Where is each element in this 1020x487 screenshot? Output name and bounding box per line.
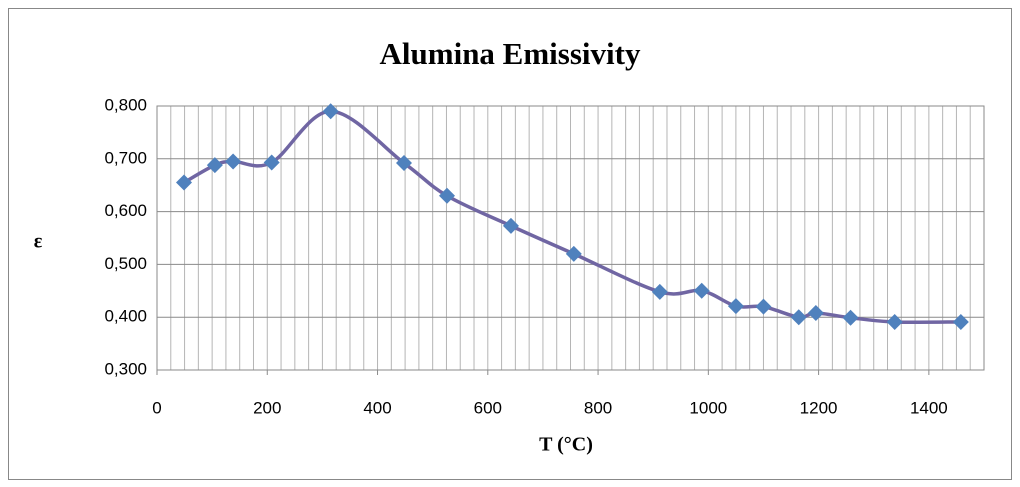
x-tick-label: 400: [363, 398, 391, 417]
marker: [439, 187, 456, 204]
marker: [206, 157, 223, 174]
x-tick-label: 1200: [800, 398, 838, 417]
marker: [651, 283, 668, 300]
x-tick-label: 1000: [689, 398, 727, 417]
marker: [755, 298, 772, 315]
marker: [693, 282, 710, 299]
y-tick-label: 0,500: [104, 254, 147, 273]
marker: [502, 217, 519, 234]
marker: [842, 309, 859, 326]
x-tick-label: 800: [584, 398, 612, 417]
marker: [886, 313, 903, 330]
y-axis-label: ε: [34, 231, 43, 253]
marker: [176, 174, 193, 191]
marker: [565, 245, 582, 262]
x-axis-label: T (°C): [539, 434, 593, 456]
marker: [395, 155, 412, 172]
x-tick-label: 0: [152, 398, 161, 417]
marker: [322, 103, 339, 120]
y-tick-label: 0,300: [104, 359, 147, 378]
y-tick-label: 0,400: [104, 307, 147, 326]
marker: [225, 153, 242, 170]
plot-border: [156, 105, 985, 371]
chart-title: Alumina Emissivity: [380, 36, 641, 71]
marker: [727, 298, 744, 315]
marker: [807, 304, 824, 321]
marker: [790, 309, 807, 326]
y-tick-label: 0,600: [104, 201, 147, 220]
marker: [952, 313, 969, 330]
chart-border: [8, 8, 1012, 480]
marker: [263, 154, 280, 171]
y-tick-label: 0,700: [104, 148, 147, 167]
x-tick-label: 1400: [910, 398, 948, 417]
x-tick-label: 600: [474, 398, 502, 417]
y-tick-label: 0,800: [104, 95, 147, 114]
x-tick-label: 200: [253, 398, 281, 417]
